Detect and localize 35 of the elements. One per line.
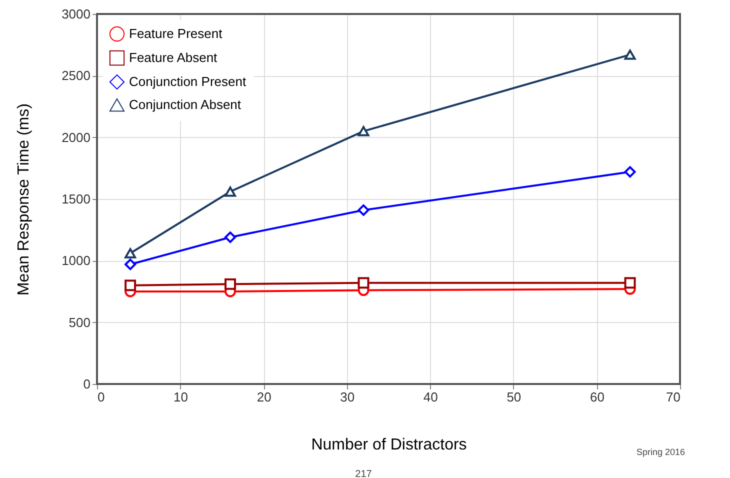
point (624, 166, 636, 178)
point (624, 50, 636, 60)
point (358, 277, 370, 289)
y-tick-label: 500 (68, 314, 90, 330)
point (224, 186, 236, 197)
point (124, 280, 136, 292)
point (224, 231, 236, 243)
x-tick-label: 50 (506, 390, 522, 404)
y-tick-label: 2000 (62, 130, 90, 145)
point (124, 248, 136, 258)
point (224, 278, 236, 290)
y-tick-label: 1000 (62, 253, 90, 268)
x-tick-label: 10 (174, 390, 188, 404)
point (124, 258, 136, 270)
x-axis-title: Number of Distractors (311, 436, 467, 454)
x-tick-label: 20 (256, 390, 272, 404)
y-tick-label: 3000 (62, 6, 90, 22)
x-tick-label: 30 (340, 390, 355, 404)
x-tick-label: 0 (98, 390, 105, 404)
legend-label: Conjunction Absent (129, 97, 242, 112)
y-tick-label: 0 (83, 376, 90, 392)
point (624, 277, 636, 289)
legend-label: Conjunction Present (129, 74, 246, 89)
y-tick-label: 1500 (62, 192, 90, 206)
x-tick-label: 60 (590, 390, 604, 404)
legend-label: Feature Absent (129, 50, 218, 65)
point (358, 204, 370, 216)
legend-label: Feature Present (129, 26, 223, 41)
text: Spring 2016 (636, 447, 685, 457)
text: 217 (355, 469, 372, 478)
x-tick-label: 40 (423, 390, 438, 404)
y-tick-label: 2500 (62, 68, 90, 84)
point (358, 126, 370, 136)
x-tick-label: 70 (666, 390, 680, 404)
y-axis-title: Mean Response Time (ms) (16, 103, 33, 296)
